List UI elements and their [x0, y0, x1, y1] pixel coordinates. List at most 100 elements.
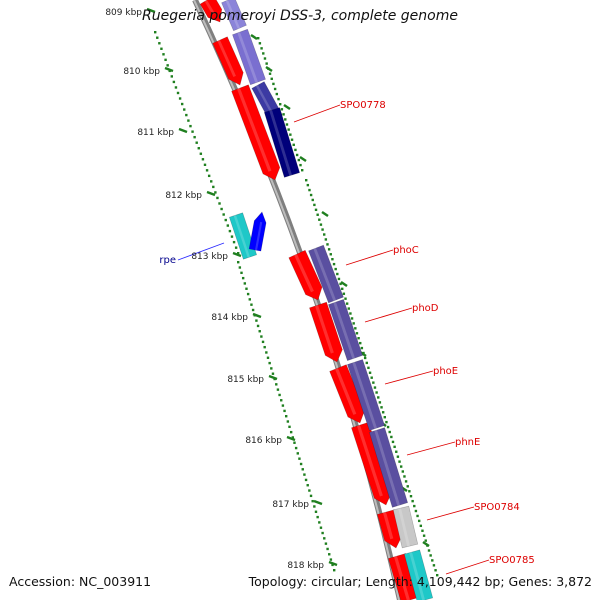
leader-line: [406, 441, 456, 456]
outer-dot: [416, 514, 419, 518]
inner-dot: [237, 261, 240, 264]
outer-dot: [398, 460, 401, 463]
outer-dot: [347, 307, 350, 310]
inner-dot: [162, 53, 165, 56]
gene-block-purple-shade: [352, 362, 377, 429]
inner-dot: [199, 152, 203, 155]
inner-dot: [301, 468, 304, 471]
outer-dot: [365, 361, 368, 365]
kbp-tick: [206, 190, 216, 197]
outer-dot: [360, 346, 364, 350]
outer-dot: [287, 128, 290, 131]
gene-block-gray: [392, 505, 419, 549]
inner-dot: [294, 446, 298, 450]
gene-label: phoD: [412, 303, 439, 314]
outer-dot: [275, 92, 279, 96]
outer-dot: [363, 356, 367, 360]
inner-dot: [201, 158, 205, 161]
inner-dot: [314, 510, 318, 513]
inner-dot: [270, 367, 273, 370]
inner-dot: [288, 425, 291, 429]
outer-dot: [377, 396, 380, 399]
inner-dot: [328, 553, 331, 556]
gene-arrow-shade: [393, 556, 410, 600]
inner-dot: [170, 75, 173, 78]
gene-block-purple: [347, 359, 385, 431]
outer-dot: [357, 337, 360, 340]
kbp-tick: [328, 560, 338, 567]
gene-arrow-shade: [294, 254, 314, 293]
outer-dot: [284, 118, 287, 121]
inner-dot: [285, 415, 288, 418]
outer-dot: [337, 277, 341, 281]
inner-dot: [195, 141, 198, 144]
outer-dot: [372, 381, 375, 384]
outer-dot: [339, 282, 342, 286]
inner-dot: [265, 351, 268, 354]
outer-dot: [265, 62, 268, 65]
outer-dot: [305, 179, 308, 182]
outer-dot: [401, 470, 405, 473]
gene-label: phoC: [393, 245, 419, 256]
inner-dot: [154, 31, 157, 34]
outer-dot: [336, 272, 339, 276]
outer-dot: [386, 425, 390, 429]
outer-dot: [413, 504, 416, 508]
inner-dot: [316, 515, 319, 519]
inner-dot: [289, 430, 293, 434]
outer-dot: [396, 455, 400, 458]
outer-dot: [327, 248, 331, 251]
inner-dot: [191, 130, 194, 133]
outer-tick: [340, 280, 348, 288]
outer-dot: [263, 57, 267, 60]
inner-dot: [286, 420, 290, 423]
outer-dot: [404, 480, 408, 483]
outer-dot: [385, 420, 388, 424]
inner-tick-dots: [146, 7, 338, 572]
outer-dot: [268, 72, 272, 75]
inner-dot: [283, 409, 286, 413]
leader-line: [345, 249, 394, 266]
gene-label: SPO0778: [340, 100, 386, 111]
gene-block-purple-shade: [225, 0, 240, 29]
outer-dot: [373, 386, 377, 389]
inner-dot: [298, 457, 301, 460]
gene-arrow-blue-shade: [255, 221, 263, 251]
inner-dot: [248, 298, 251, 301]
outer-dot: [272, 82, 275, 86]
gene-block-purple: [308, 244, 344, 304]
outer-dot: [378, 401, 382, 404]
gene-arrow-shade: [382, 512, 394, 540]
outer-dot: [314, 208, 318, 212]
outer-dot: [321, 228, 324, 231]
gene-arrow-shade: [315, 305, 334, 354]
labels: 809 kbp 810 kbp 811 kbp 812 kbp 813 kbp 814 k…: [105, 8, 534, 571]
outer-tick: [283, 103, 291, 111]
gene-block-purple: [232, 28, 266, 86]
outer-dot: [399, 465, 403, 468]
inner-dot: [237, 252, 240, 255]
inner-dot: [304, 478, 308, 482]
gene-block-purple: [221, 0, 247, 32]
outer-dot: [299, 163, 302, 167]
gene-block-purple: [328, 299, 363, 361]
gene-block-purple-shade: [237, 32, 258, 83]
outer-dot: [318, 218, 321, 221]
kbp-label: 812 kbp: [165, 191, 202, 201]
inner-dot: [311, 499, 314, 503]
gene-arrow-shade: [335, 368, 357, 415]
inner-dot: [238, 266, 242, 269]
kbp-label: 814 kbp: [211, 313, 248, 323]
outer-dot: [367, 366, 370, 370]
inner-dot: [251, 308, 255, 312]
kbp-label: 815 kbp: [227, 375, 264, 385]
outer-dot: [383, 416, 386, 419]
genome-summary-text: Topology: circular; Length: 4,109,442 bp…: [248, 574, 592, 589]
gene-arrow: [309, 301, 343, 363]
outer-dot: [417, 519, 421, 523]
outer-dot: [395, 450, 398, 453]
outer-dot: [329, 253, 332, 256]
outer-dot: [380, 406, 383, 409]
outer-dot: [391, 440, 395, 444]
outer-dot: [295, 153, 299, 157]
